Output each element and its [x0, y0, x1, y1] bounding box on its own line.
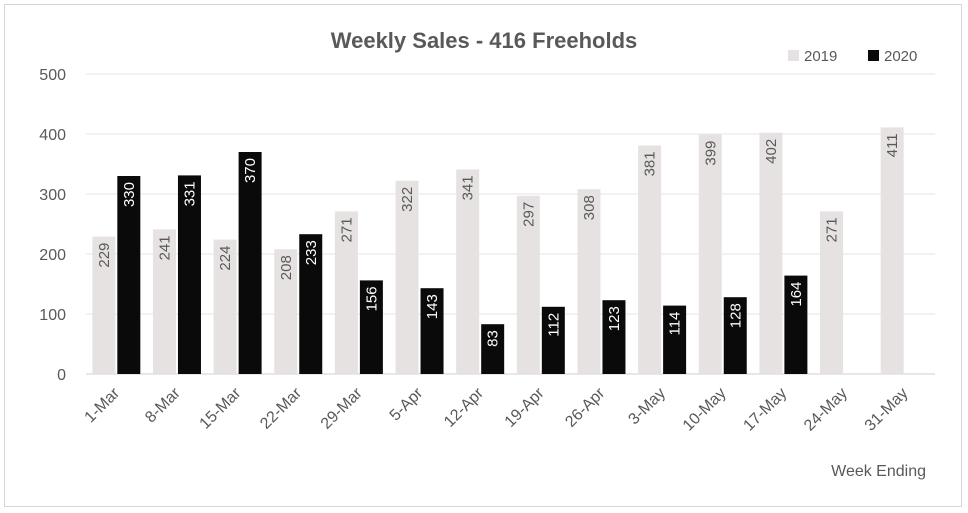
data-label-2020-17-May: 164 — [788, 282, 805, 307]
bar-2020-17-May — [784, 275, 808, 374]
gridlines — [86, 73, 935, 375]
data-label-2020-19-Apr: 112 — [545, 313, 562, 337]
y-tick-label: 200 — [39, 247, 66, 264]
data-label-2019-22-Mar: 208 — [278, 255, 295, 280]
bar-2019-3-May — [638, 145, 662, 374]
legend-label-2019: 2019 — [804, 48, 837, 65]
x-tick-label: 29-Mar — [318, 384, 366, 432]
bar-2019-19-Apr — [516, 195, 540, 374]
data-label-2019-10-May: 399 — [702, 141, 719, 166]
legend-label-2020: 2020 — [884, 48, 917, 65]
x-tick-label: 31-May — [862, 385, 912, 435]
bar-2020-12-Apr — [481, 324, 505, 374]
x-tick-label: 19-Apr — [502, 384, 548, 430]
x-tick-label: 15-Mar — [197, 384, 245, 432]
data-label-2020-3-May: 114 — [667, 312, 684, 336]
bar-2020-26-Apr — [602, 300, 626, 374]
data-label-2019-19-Apr: 297 — [520, 202, 537, 227]
data-label-2020-12-Apr: 83 — [485, 330, 502, 347]
x-tick-label: 5-Apr — [387, 384, 427, 424]
data-label-2019-5-Apr: 322 — [399, 187, 416, 212]
data-label-2020-22-Mar: 233 — [303, 240, 320, 265]
bars — [92, 127, 904, 375]
y-tick-label: 500 — [39, 67, 66, 84]
data-label-2020-5-Apr: 143 — [424, 294, 441, 319]
chart-title: Weekly Sales - 416 Freeholds — [331, 28, 638, 53]
y-tick-label: 400 — [39, 127, 66, 144]
bar-2019-8-Mar — [152, 229, 176, 374]
x-tick-label: 17-May — [740, 385, 790, 435]
bar-2019-24-May — [820, 211, 844, 374]
x-tick-label: 1-Mar — [82, 384, 124, 426]
legend-swatch-2020 — [868, 50, 879, 61]
bar-2019-10-May — [698, 134, 722, 374]
data-label-2020-15-Mar: 370 — [242, 158, 259, 183]
data-label-2020-8-Mar: 331 — [181, 181, 198, 206]
bar-2020-10-May — [723, 297, 747, 374]
data-label-2019-15-Mar: 224 — [217, 246, 234, 271]
data-label-2019-17-May: 402 — [763, 139, 780, 164]
bar-2020-1-Mar — [117, 176, 141, 374]
bar-2019-17-May — [759, 132, 783, 374]
legend-swatch-2019 — [788, 50, 799, 61]
data-label-2019-26-Apr: 308 — [581, 195, 598, 220]
x-tick-label: 26-Apr — [562, 384, 608, 430]
bar-2020-29-Mar — [359, 280, 383, 374]
data-label-2019-12-Apr: 341 — [460, 175, 477, 200]
x-tick-label: 3-May — [625, 385, 668, 428]
bar-2019-12-Apr — [456, 169, 480, 374]
legend: 2019 2020 — [788, 48, 917, 65]
x-axis-title: Week Ending — [831, 463, 926, 480]
data-label-2019-1-Mar: 229 — [96, 243, 113, 268]
data-label-2020-1-Mar: 330 — [121, 182, 138, 207]
y-tick-label: 100 — [39, 307, 66, 324]
data-label-2020-26-Apr: 123 — [606, 306, 623, 331]
bar-2020-15-Mar — [238, 152, 262, 374]
x-tick-label: 24-May — [801, 385, 851, 435]
y-tick-label: 0 — [57, 367, 66, 384]
x-tick-label: 12-Apr — [441, 384, 487, 430]
bar-2020-3-May — [663, 305, 687, 374]
data-label-2019-29-Mar: 271 — [338, 217, 355, 242]
bar-2019-5-Apr — [395, 180, 419, 374]
bar-2019-31-May — [880, 127, 904, 375]
bar-2019-1-Mar — [92, 236, 116, 374]
bar-2019-15-Mar — [213, 239, 237, 374]
bar-2020-19-Apr — [541, 306, 565, 374]
bar-2020-5-Apr — [420, 288, 444, 374]
x-axis-ticks: 1-Mar 8-Mar 15-Mar 22-Mar 29-Mar 5-Apr 12-Apr 1… — [82, 384, 912, 434]
data-label-2020-29-Mar: 156 — [363, 286, 380, 311]
y-tick-label: 300 — [39, 187, 66, 204]
data-label-2020-10-May: 128 — [727, 303, 744, 328]
x-tick-label: 10-May — [680, 385, 730, 435]
x-tick-label: 8-Mar — [142, 384, 184, 426]
data-label-2019-31-May: 411 — [884, 133, 901, 157]
bar-2020-8-Mar — [177, 175, 201, 374]
bar-2019-29-Mar — [334, 211, 358, 374]
data-label-2019-24-May: 271 — [824, 217, 841, 242]
bar-2020-22-Mar — [299, 234, 323, 374]
bar-labels: 229 330 241 331 224 370 208 233 271 156 322 143 341 8… — [96, 133, 901, 346]
data-label-2019-3-May: 381 — [642, 151, 659, 176]
y-axis-ticks: 0 100 200 300 400 500 — [39, 67, 66, 384]
data-label-2019-8-Mar: 241 — [156, 235, 173, 260]
bar-2019-22-Mar — [274, 249, 298, 374]
x-tick-label: 22-Mar — [257, 384, 305, 432]
bar-2019-26-Apr — [577, 189, 601, 374]
